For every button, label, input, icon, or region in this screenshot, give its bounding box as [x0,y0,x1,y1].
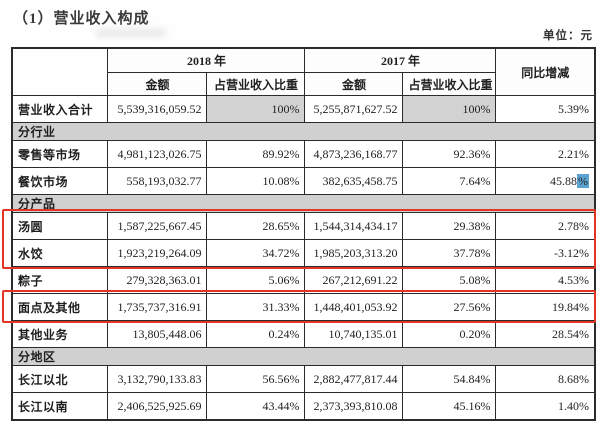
unit-label: 单位：元 [543,30,593,42]
share-2017: 92.36% [402,140,497,168]
share-2018: 56.56% [206,365,306,393]
header-row-metrics: 金额 占营业收入比重 金额 占营业收入比重 [12,72,595,96]
table-row: 面点及其他 1,735,737,316.91 31.33% 1,448,401,053… [11,293,596,321]
header-2018: 2018 年 [107,47,306,73]
header-share-2017: 占营业收入比重 [402,72,497,96]
share-2018: 0.24% [206,320,306,348]
row-label: 粽子 [11,266,109,294]
share-2017: 27.56% [402,293,497,321]
amount-2017: 382,635,458.75 [304,167,404,195]
share-2017: 5.08% [402,266,497,294]
amount-2017: 4,873,236,168.77 [304,140,404,168]
row-label: 面点及其他 [11,293,109,321]
section-label: 分行业 [11,122,596,141]
section-title: （1）营业收入构成 [13,11,150,27]
table-row: 其他业务 13,805,448.06 0.24% 10,740,135.01 0.20%… [11,320,596,348]
amount-2017: 2,373,393,810.08 [304,392,404,421]
section-row: 分地区 [11,347,596,366]
share-2018: 100% [206,95,306,123]
table-row: 餐饮市场 558,193,032.77 10.08% 382,635,458.75 7.… [11,167,596,195]
table-row: 长江以南 2,406,525,925.69 43.44% 2,373,393,810.… [11,392,596,421]
share-2018: 34.72% [206,239,306,267]
header-yoy: 同比增减 [495,47,596,96]
share-2017: 45.16% [402,392,497,421]
table-row: 长江以北 3,132,790,133.83 56.56% 2,882,477,817.… [11,365,596,393]
row-label: 汤圆 [11,212,109,240]
header-row-years: 2018 年 2017 年 同比增减 [11,47,596,96]
yoy-change: 8.68% [495,365,596,393]
amount-2017: 2,882,477,817.44 [304,365,404,393]
amount-2017: 1,985,203,313.20 [304,239,404,267]
amount-2018: 4,981,123,026.75 [107,140,208,168]
amount-2018: 1,735,737,316.91 [107,293,208,321]
share-2018: 43.44% [206,392,306,421]
amount-2018: 3,132,790,133.83 [107,365,208,393]
amount-2018: 558,193,032.77 [107,167,208,195]
amount-2018: 2,406,525,925.69 [107,392,208,421]
share-2017: 54.84% [402,365,497,393]
share-2018: 10.08% [206,167,306,195]
yoy-change: 1.40% [495,392,596,421]
row-label: 长江以北 [11,365,109,393]
header-amount-2018: 金额 [107,72,208,96]
corner-cell [11,47,109,96]
table-row: 零售等市场 4,981,123,026.75 89.92% 4,873,236,168… [11,140,596,168]
yoy-change: 2.78% [495,212,596,240]
selected-percent-glyph: % [577,173,589,188]
amount-2017: 1,544,314,434.17 [304,212,404,240]
scan-artifact [96,28,166,38]
share-2018: 5.06% [206,266,306,294]
section-row: 分行业 [11,122,596,141]
row-label: 餐饮市场 [11,167,109,195]
revenue-composition-table: 2018 年 2017 年 同比增减 金额 占营业收入比重 金额 占营业收入比重… [11,47,596,421]
header-share-2018: 占营业收入比重 [206,72,306,96]
section-label: 分产品 [11,194,596,213]
share-2017: 100% [402,95,497,123]
header-amount-2017: 金额 [304,72,404,96]
section-row: 分产品 [11,194,596,213]
yoy-change: 2.21% [495,140,596,168]
amount-2017: 5,255,871,627.52 [304,95,404,123]
amount-2018: 279,328,363.01 [107,266,208,294]
amount-2017: 1,448,401,053.92 [304,293,404,321]
share-2017: 7.64% [402,167,497,195]
amount-2018: 5,539,316,059.52 [107,95,208,123]
yoy-change: 4.53% [495,266,596,294]
header-2017: 2017 年 [304,47,497,73]
share-2018: 31.33% [206,293,306,321]
share-2018: 89.92% [206,140,306,168]
table-row: 粽子 279,328,363.01 5.06% 267,212,691.22 5.08%… [11,266,596,294]
row-label: 长江以南 [11,392,109,421]
table-row: 水饺 1,923,219,264.09 34.72% 1,985,203,313.20… [11,239,596,267]
section-label: 分地区 [11,347,596,366]
row-label: 零售等市场 [11,140,109,168]
share-2017: 37.78% [402,239,497,267]
share-2018: 28.65% [206,212,306,240]
yoy-change: 5.39% [495,95,596,123]
table-row: 营业收入合计 5,539,316,059.52 100% 5,255,871,627.… [11,95,596,123]
share-2017: 29.38% [402,212,497,240]
share-2017: 0.20% [402,320,497,348]
amount-2018: 13,805,448.06 [107,320,208,348]
table-row: 汤圆 1,587,225,667.45 28.65% 1,544,314,434.17… [11,212,596,240]
yoy-change: -3.12% [495,239,596,267]
row-label: 其他业务 [11,320,109,348]
yoy-change: 45.88% [495,167,596,195]
amount-2017: 10,740,135.01 [304,320,404,348]
amount-2018: 1,923,219,264.09 [107,239,208,267]
row-label: 营业收入合计 [11,95,109,123]
yoy-change: 28.54% [495,320,596,348]
amount-2017: 267,212,691.22 [304,266,404,294]
yoy-change: 19.84% [495,293,596,321]
row-label: 水饺 [11,239,109,267]
amount-2018: 1,587,225,667.45 [107,212,208,240]
